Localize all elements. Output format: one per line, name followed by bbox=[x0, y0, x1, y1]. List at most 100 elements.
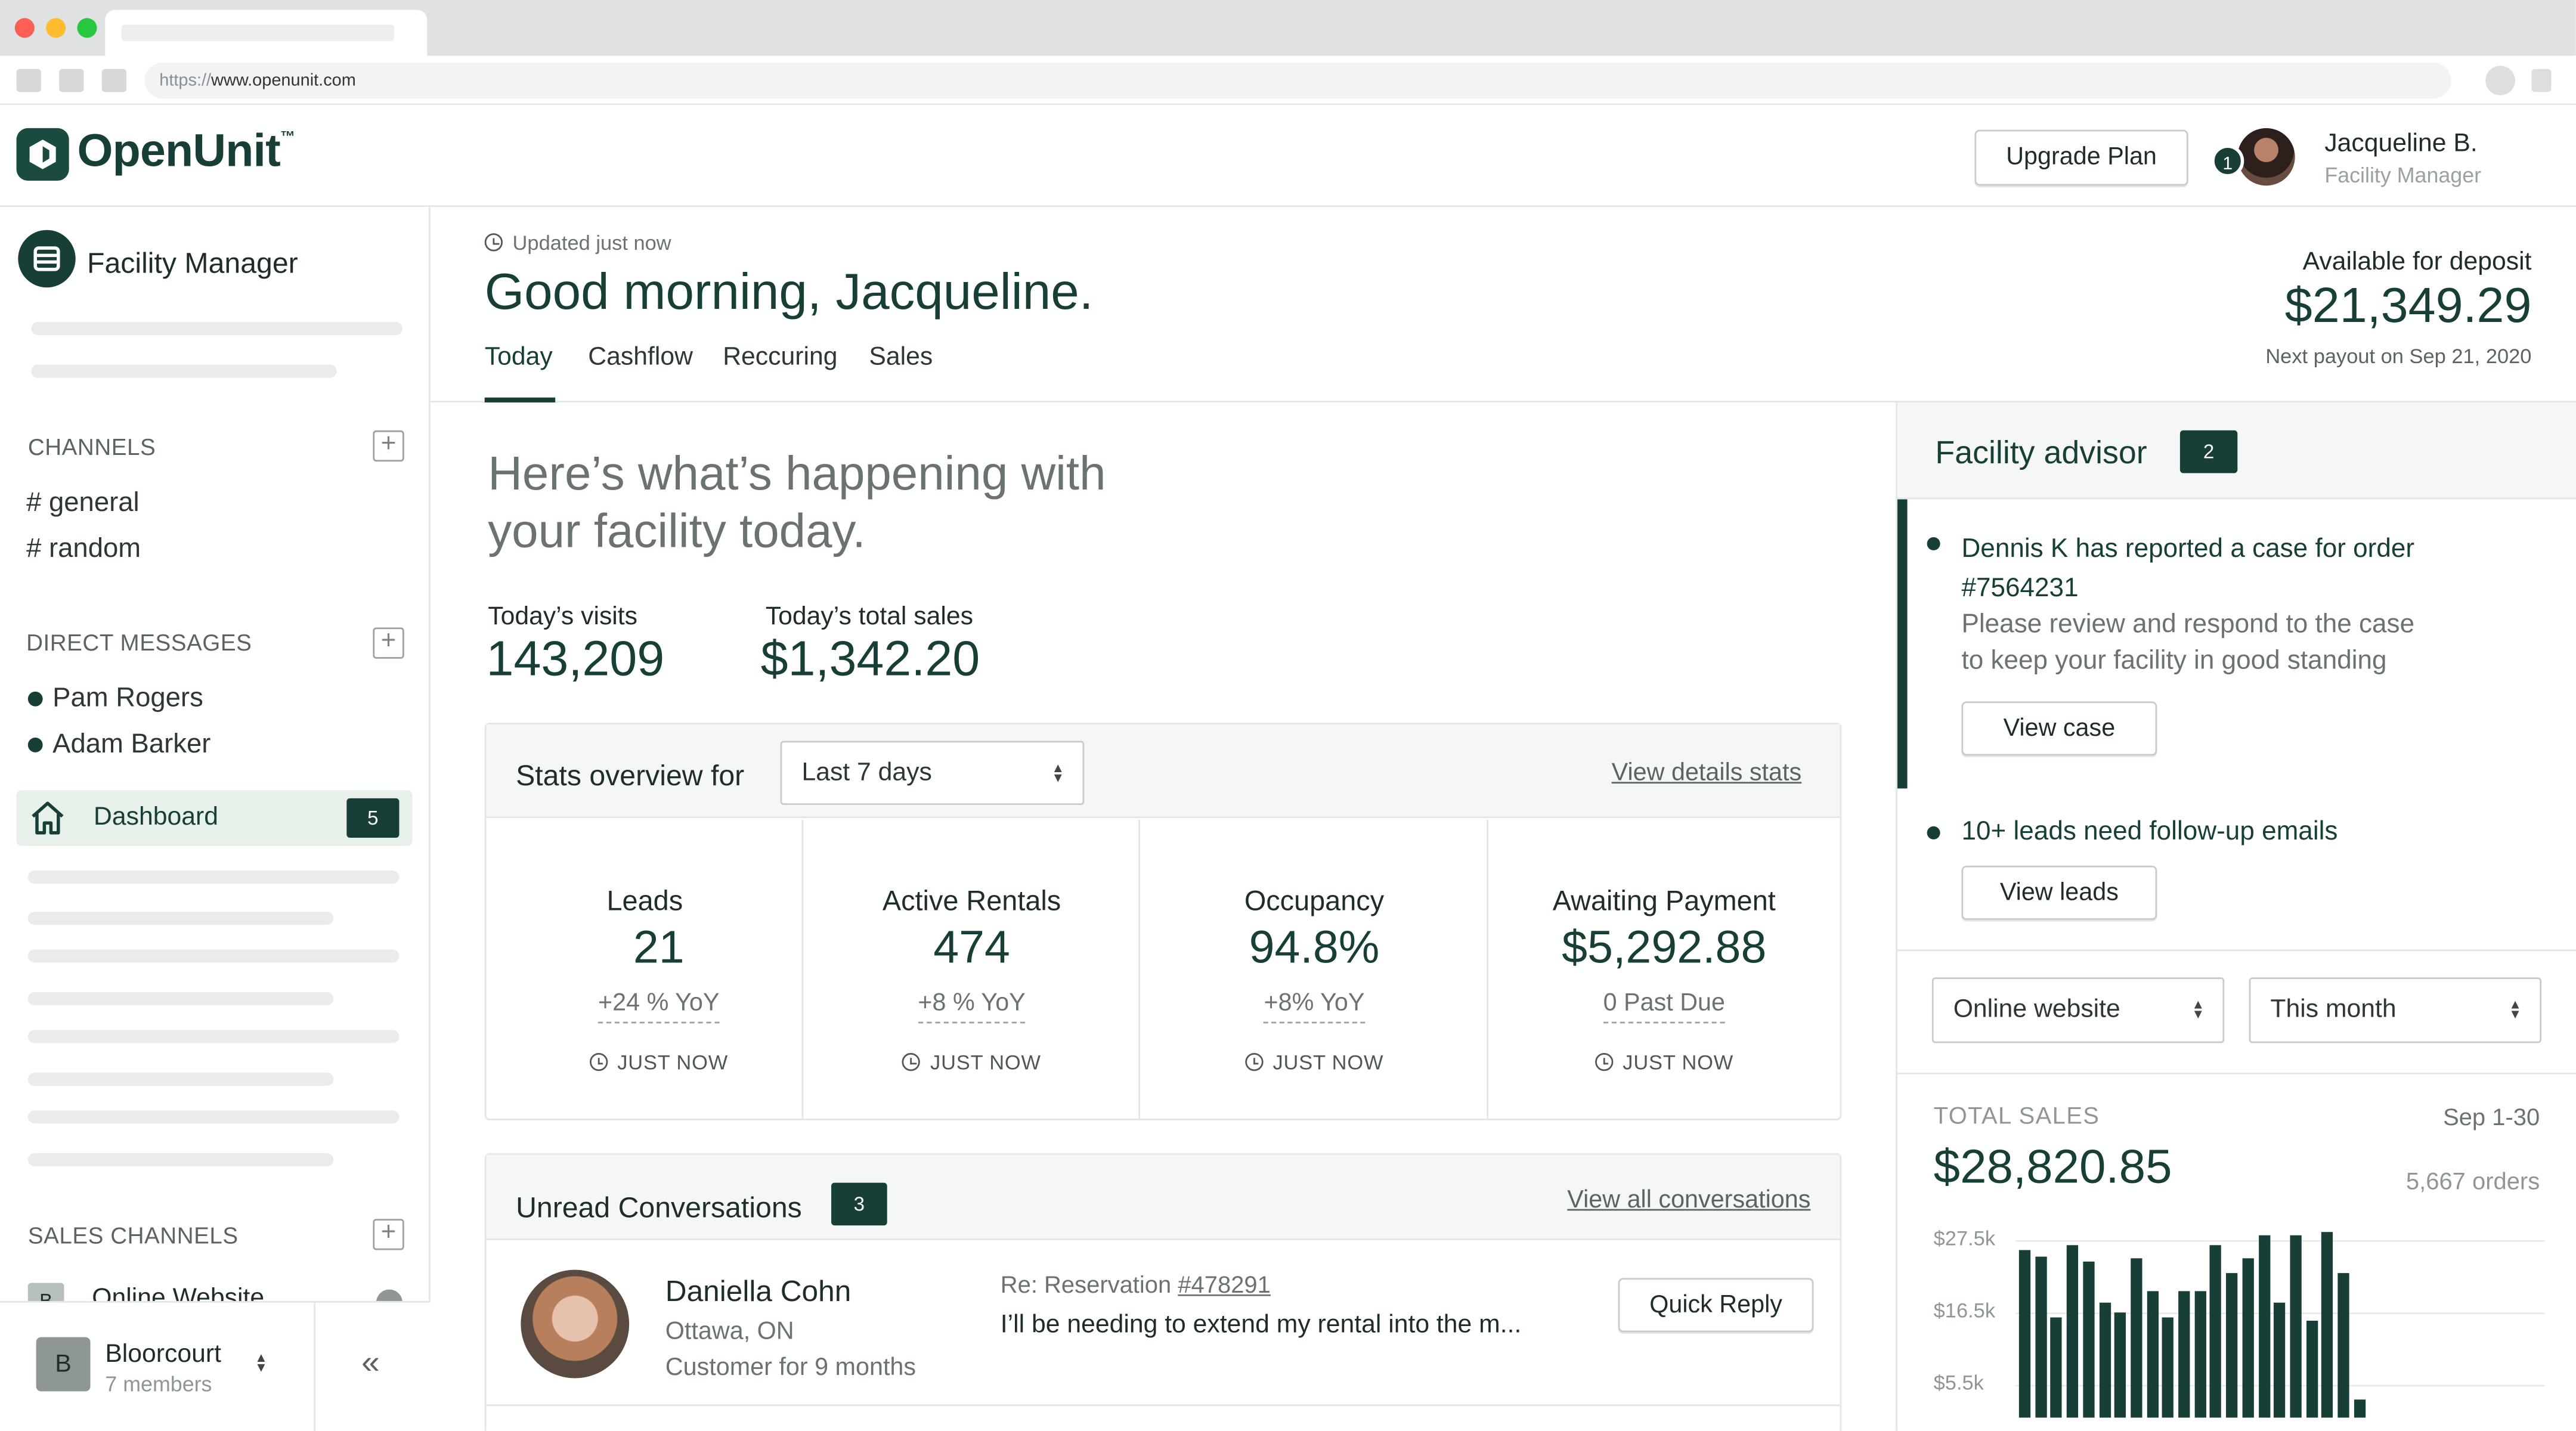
chart-bar[interactable] bbox=[2242, 1258, 2254, 1418]
chart-bar[interactable] bbox=[2114, 1312, 2126, 1418]
add-dm-icon[interactable]: + bbox=[373, 627, 404, 659]
channel-filter-select[interactable]: Online website ▲ ▼ bbox=[1931, 977, 2225, 1043]
tab-cashflow[interactable]: Cashflow bbox=[588, 343, 693, 371]
dm-adam-barker[interactable]: Adam Barker bbox=[52, 729, 211, 759]
channel-random[interactable]: # random bbox=[26, 534, 141, 563]
quick-reply-button[interactable]: Quick Reply bbox=[1618, 1278, 1814, 1333]
notification-badge[interactable]: 1 bbox=[2211, 144, 2244, 178]
org-name[interactable]: Bloorcourt bbox=[105, 1340, 221, 1368]
stats-cards-row: Leads 21 +24 % YoY JUST NOW Active Renta… bbox=[486, 819, 1840, 1119]
forward-button[interactable] bbox=[59, 69, 84, 92]
chart-bar[interactable] bbox=[2258, 1235, 2270, 1418]
chart-bar[interactable] bbox=[2098, 1302, 2110, 1418]
stat-delta-wrap: +24 % YoY bbox=[486, 989, 831, 1024]
contact-location: Ottawa, ON bbox=[665, 1317, 794, 1346]
add-channel-icon[interactable]: + bbox=[373, 430, 404, 462]
period-filter-select[interactable]: This month ▲ ▼ bbox=[2249, 977, 2541, 1043]
updated-status: Updated just now bbox=[484, 231, 671, 255]
channel-filter-value: Online website bbox=[1953, 995, 2120, 1024]
dm-pam-rogers[interactable]: Pam Rogers bbox=[52, 683, 203, 713]
chart-bar[interactable] bbox=[2305, 1321, 2318, 1418]
placeholder-line bbox=[27, 1030, 400, 1043]
stats-overview-label: Stats overview for bbox=[516, 758, 745, 792]
switch-org-chevrons-icon[interactable]: ▲ ▼ bbox=[255, 1350, 268, 1375]
chart-bar[interactable] bbox=[2337, 1273, 2349, 1418]
stat-card-active-rentals[interactable]: Active Rentals 474 +8 % YoY JUST NOW bbox=[803, 819, 1140, 1119]
chart-bar[interactable] bbox=[2035, 1256, 2046, 1418]
minimize-window-button[interactable] bbox=[46, 18, 66, 38]
reservation-link[interactable]: #478291 bbox=[1178, 1273, 1271, 1300]
chart-bar[interactable] bbox=[2178, 1291, 2190, 1418]
collapse-sidebar-icon[interactable]: « bbox=[361, 1345, 380, 1382]
chart-bar[interactable] bbox=[2194, 1291, 2206, 1418]
chart-bar[interactable] bbox=[2082, 1261, 2095, 1418]
stat-delta: 0 Past Due bbox=[1603, 989, 1726, 1024]
close-window-button[interactable] bbox=[14, 18, 35, 38]
chart-bar[interactable] bbox=[2067, 1245, 2079, 1418]
chart-bar[interactable] bbox=[2162, 1317, 2174, 1418]
stats-range-select[interactable]: Last 7 days ▲ ▼ bbox=[780, 741, 1085, 805]
channel-general[interactable]: # general bbox=[26, 488, 140, 518]
view-details-stats-link[interactable]: View details stats bbox=[1611, 758, 1802, 787]
address-bar[interactable]: https://www.openunit.com bbox=[144, 62, 2451, 99]
maximize-window-button[interactable] bbox=[77, 18, 97, 38]
chart-bar[interactable] bbox=[2018, 1250, 2031, 1418]
page-title: Good morning, Jacqueline. bbox=[484, 262, 1094, 321]
user-role: Facility Manager bbox=[2324, 162, 2482, 188]
visits-label: Today’s visits bbox=[488, 603, 638, 631]
placeholder-line bbox=[27, 912, 334, 925]
period-filter-value: This month bbox=[2270, 995, 2397, 1024]
clock-icon bbox=[589, 1052, 608, 1071]
stat-delta-wrap: 0 Past Due bbox=[1488, 989, 1840, 1024]
sidebar-item-dashboard[interactable]: Dashboard 5 bbox=[16, 790, 413, 846]
chart-bar[interactable] bbox=[2274, 1302, 2286, 1418]
divider bbox=[1897, 949, 2576, 952]
direct-messages-heading: DIRECT MESSAGES bbox=[26, 629, 252, 656]
chart-bar[interactable] bbox=[2146, 1291, 2158, 1418]
storefront-icon bbox=[18, 230, 76, 288]
stat-updated: JUST NOW bbox=[803, 1051, 1140, 1074]
total-sales-value: $1,342.20 bbox=[760, 632, 980, 687]
brand-text: OpenUnit bbox=[77, 125, 280, 176]
chart-bar[interactable] bbox=[2321, 1232, 2333, 1418]
item1-body-line2: to keep your facility in good standing bbox=[1961, 647, 2387, 676]
app-header: OpenUnit™ Upgrade Plan 1 Jacqueline B. F… bbox=[0, 105, 2576, 207]
chart-bar[interactable] bbox=[2226, 1273, 2238, 1418]
dashboard-count-badge: 5 bbox=[346, 798, 400, 838]
profile-circle-icon[interactable] bbox=[2485, 66, 2515, 95]
browser-tab-strip bbox=[0, 0, 2576, 60]
chart-bar[interactable] bbox=[2210, 1245, 2222, 1418]
chart-period: Sep 1-30 bbox=[2443, 1105, 2540, 1132]
add-sales-channel-icon[interactable]: + bbox=[373, 1219, 404, 1250]
unread-conversations-panel: Unread Conversations 3 View all conversa… bbox=[484, 1153, 1842, 1431]
view-leads-button[interactable]: View leads bbox=[1961, 865, 2157, 920]
stat-card-leads[interactable]: Leads 21 +24 % YoY JUST NOW bbox=[486, 819, 804, 1119]
contact-name: Daniella Cohn bbox=[665, 1274, 852, 1308]
tab-reccuring[interactable]: Reccuring bbox=[723, 343, 838, 371]
stat-card-occupancy[interactable]: Occupancy 94.8% +8% YoY JUST NOW bbox=[1140, 819, 1489, 1119]
view-all-conversations-link[interactable]: View all conversations bbox=[1567, 1186, 1811, 1214]
user-avatar[interactable] bbox=[2237, 128, 2295, 186]
reload-button[interactable] bbox=[101, 69, 127, 92]
chart-bar[interactable] bbox=[2290, 1235, 2302, 1418]
stat-delta: +8 % YoY bbox=[918, 989, 1026, 1024]
menu-icon[interactable] bbox=[2531, 69, 2552, 92]
clock-icon bbox=[902, 1052, 921, 1071]
advisor-count-badge: 2 bbox=[2179, 430, 2238, 473]
tab-today[interactable]: Today bbox=[484, 343, 553, 371]
conversation-row[interactable]: Daniella Cohn Ottawa, ON Customer for 9 … bbox=[486, 1242, 1840, 1407]
back-button[interactable] bbox=[16, 69, 41, 92]
chart-total-sales: $28,820.85 bbox=[1933, 1141, 2172, 1194]
advisor-item1-body: Please review and respond to the case to … bbox=[1961, 608, 2414, 680]
intro-line-1: Here’s what’s happening with bbox=[488, 448, 1106, 501]
chart-bar[interactable] bbox=[2130, 1258, 2142, 1418]
tab-sales[interactable]: Sales bbox=[869, 343, 933, 371]
browser-tab[interactable] bbox=[105, 10, 428, 60]
stat-card-awaiting-payment[interactable]: Awaiting Payment $5,292.88 0 Past Due JU… bbox=[1488, 820, 1840, 1119]
sidebar: Facility Manager CHANNELS + # general # … bbox=[0, 207, 431, 1431]
upgrade-plan-button[interactable]: Upgrade Plan bbox=[1974, 129, 2188, 186]
total-sales-label: Today’s total sales bbox=[765, 603, 973, 631]
chart-bar[interactable] bbox=[2051, 1317, 2063, 1418]
view-case-button[interactable]: View case bbox=[1961, 701, 2157, 756]
chart-bar[interactable] bbox=[2354, 1399, 2366, 1418]
